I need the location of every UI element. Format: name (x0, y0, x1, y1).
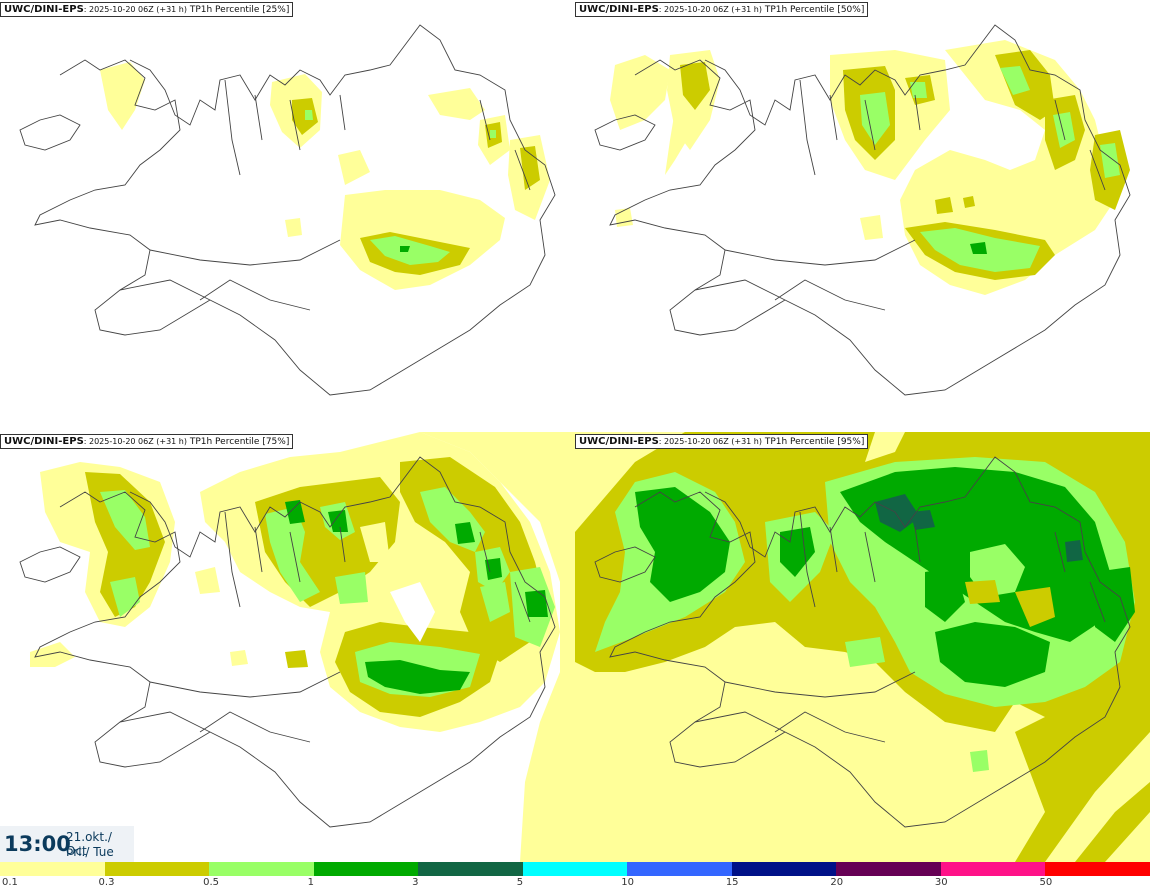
variable-label: TP1h Percentile [95%] (761, 437, 865, 447)
run-info: : 2025-10-20 06Z (+31 h) (658, 437, 762, 446)
model-name: UWC/DINI-EPS (579, 4, 659, 15)
legend-swatch (209, 862, 315, 876)
precip-shading (610, 40, 1130, 295)
legend-tick-label: 15 (725, 877, 739, 888)
valid-weekday: Þri./ Tue (66, 845, 114, 859)
legend-swatch (836, 862, 942, 876)
legend-swatch (0, 862, 106, 876)
legend-tick-label: 10 (621, 877, 634, 888)
color-legend: 0.1 0.3 0.5 1 3 5 10 15 20 30 50 (0, 862, 1150, 891)
legend-tick-label: 5 (516, 877, 524, 888)
legend-tick-label: 0.5 (203, 877, 219, 888)
panel-title: UWC/DINI-EPS: 2025-10-20 06Z (+31 h) TP1… (575, 2, 869, 17)
legend-tick-label: 3 (412, 877, 419, 888)
precip-map-95 (575, 432, 1150, 862)
legend-swatch (627, 862, 733, 876)
valid-time: 13:00 (4, 832, 71, 856)
coastline (19, 456, 556, 828)
precip-map-25 (19, 24, 556, 396)
precip-map-75 (19, 432, 575, 862)
model-name: UWC/DINI-EPS (4, 4, 84, 15)
legend-tick-label: 1 (307, 877, 314, 888)
legend-swatch (940, 862, 1046, 876)
model-name: UWC/DINI-EPS (4, 436, 84, 447)
map-panel-50: UWC/DINI-EPS: 2025-10-20 06Z (+31 h) TP1… (575, 0, 1150, 430)
valid-time-box: 13:00 21.okt./ Oct Þri./ Tue (0, 826, 134, 862)
precip-shading (575, 432, 1150, 862)
coastline (594, 24, 1131, 396)
variable-label: TP1h Percentile [25%] (186, 5, 290, 15)
map-panel-95: UWC/DINI-EPS: 2025-10-20 06Z (+31 h) TP1… (575, 432, 1150, 862)
run-info: : 2025-10-20 06Z (+31 h) (658, 5, 762, 14)
legend-swatch (731, 862, 837, 876)
legend-tick-label: 50 (1039, 877, 1053, 888)
valid-date: 21.okt./ Oct (66, 830, 112, 858)
map-panel-75: UWC/DINI-EPS: 2025-10-20 06Z (+31 h) TP1… (0, 432, 575, 862)
precip-shading (30, 432, 575, 862)
coastline (594, 456, 1131, 828)
precip-shading (100, 62, 550, 290)
precip-map-50 (594, 24, 1131, 396)
legend-swatch (104, 862, 210, 876)
coastline (19, 24, 556, 396)
map-panel-25: UWC/DINI-EPS: 2025-10-20 06Z (+31 h) TP1… (0, 0, 575, 430)
model-name: UWC/DINI-EPS (579, 436, 659, 447)
run-info: : 2025-10-20 06Z (+31 h) (83, 437, 187, 446)
legend-swatch (418, 862, 524, 876)
panel-title: UWC/DINI-EPS: 2025-10-20 06Z (+31 h) TP1… (0, 2, 294, 17)
legend-swatch (522, 862, 628, 876)
panel-title: UWC/DINI-EPS: 2025-10-20 06Z (+31 h) TP1… (0, 434, 294, 449)
variable-label: TP1h Percentile [75%] (186, 437, 290, 447)
legend-tick-label: 0.1 (2, 877, 18, 888)
run-info: : 2025-10-20 06Z (+31 h) (83, 5, 187, 14)
legend-tick-label: 0.3 (98, 877, 115, 888)
legend-tick-label: 30 (934, 877, 948, 888)
legend-tick-label: 20 (830, 877, 844, 888)
legend-swatch (1045, 862, 1150, 876)
panel-title: UWC/DINI-EPS: 2025-10-20 06Z (+31 h) TP1… (575, 434, 869, 449)
variable-label: TP1h Percentile [50%] (761, 5, 865, 15)
legend-swatch (313, 862, 419, 876)
